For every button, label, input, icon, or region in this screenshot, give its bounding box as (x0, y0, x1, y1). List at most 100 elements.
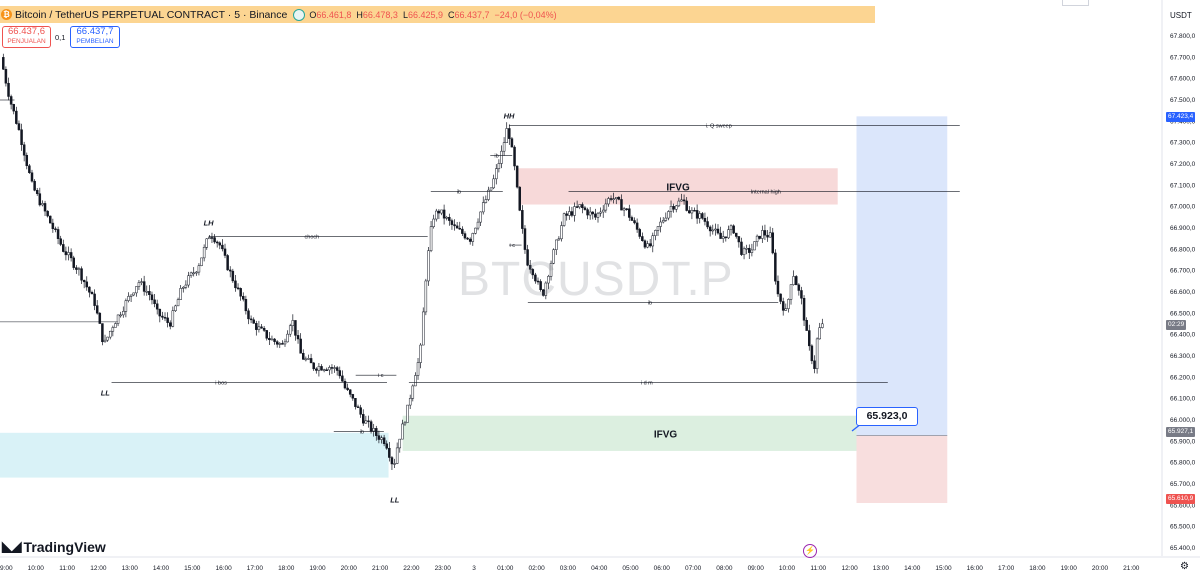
candle-down (737, 236, 741, 243)
price-tick-label: 65.700,0 (1170, 481, 1196, 488)
candle-down (242, 295, 245, 300)
settings-gear-icon[interactable]: ⚙ (1180, 561, 1189, 572)
candle-up (787, 299, 790, 309)
currency-label[interactable]: USDT (1170, 11, 1192, 20)
candle-down (354, 398, 357, 407)
candle-up (137, 282, 141, 287)
candle-down (69, 252, 73, 259)
candle-down (249, 318, 253, 321)
candle-down (38, 193, 42, 206)
candle-down (468, 238, 472, 242)
candle-down (82, 279, 86, 283)
candle-down (33, 180, 36, 191)
candle-down (453, 224, 456, 227)
candle-down (90, 292, 94, 295)
candle-down (294, 320, 297, 336)
market-status-icon[interactable] (293, 8, 306, 21)
level-label: i bos (215, 381, 227, 387)
candle-up (307, 358, 310, 360)
candle-down (275, 341, 279, 345)
candle-down (54, 228, 57, 230)
candle-up (560, 225, 563, 240)
sell-button[interactable]: 66.437,6 PENJUALAN (2, 26, 51, 48)
candle-down (252, 319, 255, 324)
candle-up (489, 187, 493, 191)
stop-price-tag: 65.610,9 (1166, 494, 1196, 504)
level-label: i c (509, 243, 515, 249)
zone-green (402, 415, 929, 451)
level-label: ib (648, 301, 652, 307)
candle-up (815, 338, 819, 369)
time-tick-label: 09:00 (748, 565, 765, 572)
candle-down (695, 210, 699, 219)
tradingview-logo[interactable]: ◣◢ TradingView (2, 538, 106, 555)
candle-up (401, 423, 404, 440)
time-tick-label: 18:00 (1029, 565, 1046, 572)
candle-down (2, 57, 5, 70)
symbol-title[interactable]: Bitcoin / TetherUS PERPETUAL CONTRACT · … (15, 8, 288, 21)
buy-button[interactable]: 66.437,7 PEMBELIAN (70, 26, 120, 48)
candle-up (497, 163, 501, 169)
candle-down (335, 367, 339, 371)
candle-down (797, 284, 801, 291)
time-tick-label: 19:00 (1061, 565, 1078, 572)
candle-up (505, 128, 508, 143)
lightning-icon[interactable]: ⚡ (803, 544, 817, 558)
price-annotation[interactable]: 65.923,0 (856, 407, 918, 426)
candle-up (184, 284, 188, 288)
candle-up (416, 362, 420, 376)
candle-down (43, 203, 47, 212)
candle-up (288, 325, 292, 335)
candle-down (221, 244, 224, 250)
candle-down (388, 447, 391, 458)
candle-up (41, 203, 44, 206)
candle-down (638, 229, 641, 237)
symbol-header: ₿ Bitcoin / TetherUS PERPETUAL CONTRACT … (0, 6, 875, 23)
time-tick-label: 12:00 (90, 565, 107, 572)
ohlc-open: O66.461,8 (309, 9, 352, 20)
time-tick-label: 13:00 (873, 565, 890, 572)
price-tick-label: 65.400,0 (1170, 545, 1196, 552)
zone-label: IFVG (654, 429, 678, 440)
candle-down (359, 407, 362, 415)
time-tick-label: 21:00 (1123, 565, 1140, 572)
time-tick-label: 02:00 (528, 565, 545, 572)
candle-up (122, 311, 125, 316)
candle-down (228, 269, 232, 272)
candle-down (594, 213, 597, 218)
time-tick-label: 14:00 (153, 565, 170, 572)
candle-up (664, 217, 668, 221)
candle-down (732, 225, 735, 234)
candle-down (771, 232, 775, 254)
candle-down (813, 360, 816, 369)
price-tick-label: 67.600,0 (1170, 76, 1196, 83)
buy-price: 66.437,7 (76, 26, 114, 37)
candle-down (302, 353, 305, 360)
candle-down (155, 303, 159, 310)
candle-down (309, 358, 313, 364)
candle-down (620, 199, 623, 211)
candle-down (515, 165, 519, 188)
candle-up (317, 366, 321, 371)
candle-down (701, 213, 704, 219)
candle-up (111, 327, 115, 332)
candle-up (750, 249, 754, 253)
candle-up (555, 239, 558, 250)
candle-up (257, 326, 261, 330)
top-panel-tab[interactable] (1062, 0, 1089, 6)
candle-down (25, 154, 29, 167)
candle-down (88, 286, 91, 293)
candle-up (714, 228, 717, 231)
candle-down (62, 244, 65, 252)
candle-down (343, 380, 347, 389)
candle-down (213, 237, 216, 243)
candle-down (51, 222, 55, 229)
level-label: i. Q sweep (706, 124, 732, 130)
candle-up (599, 211, 602, 214)
candle-up (67, 252, 70, 256)
candle-up (661, 220, 665, 223)
candle-down (633, 220, 636, 224)
time-tick-label: 03:00 (560, 565, 577, 572)
candle-down (35, 190, 39, 194)
